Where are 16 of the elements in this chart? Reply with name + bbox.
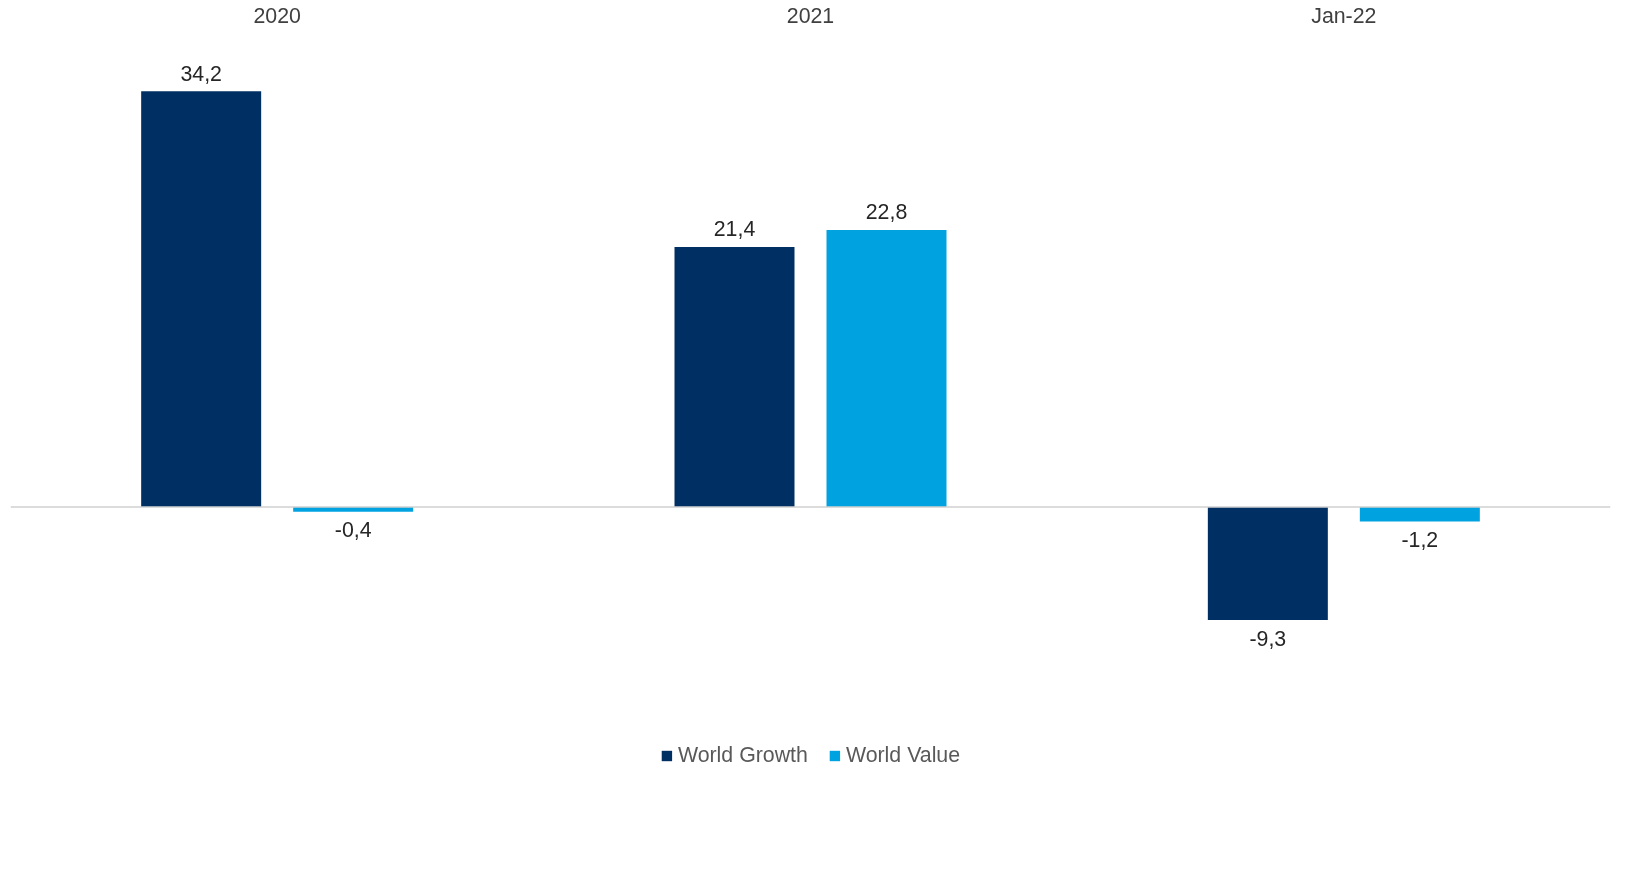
legend-label: World Value — [845, 743, 961, 768]
bar — [674, 246, 795, 507]
bar — [1359, 506, 1480, 522]
x-tick-label: Jan-22 — [1311, 3, 1377, 28]
legend-label: World Growth — [677, 743, 808, 768]
x-tick-label: 2021 — [786, 3, 835, 28]
bar — [141, 91, 262, 507]
data-label: -0,4 — [334, 518, 372, 543]
data-label: -9,3 — [1249, 626, 1287, 651]
bar — [1207, 506, 1328, 620]
data-label: 22,8 — [865, 200, 908, 225]
bar — [826, 229, 947, 507]
x-tick-label: 2020 — [253, 3, 302, 28]
data-label: -1,2 — [1401, 528, 1439, 553]
data-label: 34,2 — [180, 61, 222, 86]
data-label: 21,4 — [713, 217, 756, 242]
